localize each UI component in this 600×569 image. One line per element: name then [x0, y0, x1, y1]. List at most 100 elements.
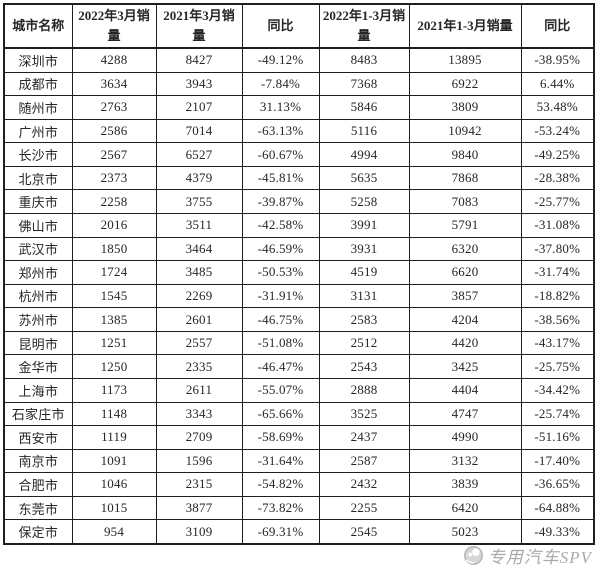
cell-2022-jan-mar-sales: 2543	[318, 354, 410, 379]
cell-city-name: 北京市	[3, 165, 73, 191]
cell-2022-mar-sales: 2016	[71, 213, 157, 238]
cell-2021-jan-mar-sales: 9840	[408, 142, 522, 167]
cell-2021-jan-mar-sales: 6922	[408, 71, 522, 97]
cell-2022-mar-sales: 1251	[71, 330, 157, 356]
column-header-yoy-jan-mar: 同比	[520, 3, 595, 49]
cell-yoy-jan-mar: -25.77%	[520, 189, 595, 215]
cell-2021-mar-sales: 1596	[155, 448, 243, 474]
cell-yoy-mar: -49.12%	[241, 47, 320, 73]
cell-city-name: 重庆市	[3, 189, 73, 215]
cell-yoy-jan-mar: -31.74%	[520, 260, 595, 285]
table-row: 西安市 1119 2709 -58.69% 2437 4990 -51.16%	[3, 425, 595, 450]
cell-2021-jan-mar-sales: 7868	[408, 165, 522, 191]
table-row: 上海市 1173 2611 -55.07% 2888 4404 -34.42%	[3, 377, 595, 403]
cell-yoy-mar: -46.75%	[241, 307, 320, 332]
cell-2022-jan-mar-sales: 3525	[318, 401, 410, 427]
cell-2022-jan-mar-sales: 2255	[318, 495, 410, 521]
cell-2021-jan-mar-sales: 4420	[408, 330, 522, 356]
cell-2021-jan-mar-sales: 3857	[408, 283, 522, 309]
cell-2022-mar-sales: 1148	[71, 401, 157, 427]
cell-2022-jan-mar-sales: 2583	[318, 307, 410, 332]
cell-yoy-mar: -31.91%	[241, 283, 320, 309]
cell-city-name: 西安市	[3, 425, 73, 450]
cell-yoy-jan-mar: 6.44%	[520, 71, 595, 97]
table-row: 长沙市 2567 6527 -60.67% 4994 9840 -49.25%	[3, 142, 595, 167]
column-header-2021-mar-sales: 2021年3月销量	[155, 3, 243, 49]
cell-yoy-mar: -65.66%	[241, 401, 320, 427]
cell-2022-mar-sales: 954	[71, 519, 157, 545]
cell-yoy-mar: -7.84%	[241, 71, 320, 97]
cell-city-name: 武汉市	[3, 236, 73, 262]
cell-2021-jan-mar-sales: 4990	[408, 425, 522, 450]
cell-city-name: 保定市	[3, 519, 73, 545]
cell-city-name: 石家庄市	[3, 401, 73, 427]
cell-yoy-jan-mar: -53.24%	[520, 118, 595, 144]
cell-2021-mar-sales: 2269	[155, 283, 243, 309]
cell-2021-mar-sales: 3109	[155, 519, 243, 545]
city-sales-table: 城市名称 2022年3月销量 2021年3月销量 同比 2022年1-3月销量 …	[3, 3, 595, 545]
cell-2022-mar-sales: 3634	[71, 71, 157, 97]
cell-yoy-jan-mar: -34.42%	[520, 377, 595, 403]
cell-yoy-mar: -50.53%	[241, 260, 320, 285]
cell-2021-mar-sales: 8427	[155, 47, 243, 73]
table-row: 东莞市 1015 3877 -73.82% 2255 6420 -64.88%	[3, 495, 595, 521]
cell-city-name: 东莞市	[3, 495, 73, 521]
cell-yoy-jan-mar: -31.08%	[520, 213, 595, 238]
cell-2022-mar-sales: 1119	[71, 425, 157, 450]
cell-yoy-jan-mar: -25.75%	[520, 354, 595, 379]
table-row: 石家庄市 1148 3343 -65.66% 3525 4747 -25.74%	[3, 401, 595, 427]
cell-2022-jan-mar-sales: 2432	[318, 472, 410, 497]
cell-2021-mar-sales: 3877	[155, 495, 243, 521]
cell-2022-jan-mar-sales: 3131	[318, 283, 410, 309]
cell-2022-mar-sales: 2258	[71, 189, 157, 215]
table-row: 杭州市 1545 2269 -31.91% 3131 3857 -18.82%	[3, 283, 595, 309]
cell-2022-jan-mar-sales: 2512	[318, 330, 410, 356]
cell-yoy-jan-mar: -28.38%	[520, 165, 595, 191]
cell-2022-jan-mar-sales: 4519	[318, 260, 410, 285]
cell-yoy-jan-mar: -37.80%	[520, 236, 595, 262]
column-header-2021-jan-mar-sales: 2021年1-3月销量	[408, 3, 522, 49]
cell-2021-jan-mar-sales: 3425	[408, 354, 522, 379]
cell-2021-jan-mar-sales: 6320	[408, 236, 522, 262]
cell-2022-mar-sales: 1850	[71, 236, 157, 262]
cell-2021-jan-mar-sales: 6420	[408, 495, 522, 521]
cell-yoy-jan-mar: -38.56%	[520, 307, 595, 332]
cell-city-name: 苏州市	[3, 307, 73, 332]
cell-yoy-jan-mar: -36.65%	[520, 472, 595, 497]
table-row: 深圳市 4288 8427 -49.12% 8483 13895 -38.95%	[3, 47, 595, 73]
table-row: 合肥市 1046 2315 -54.82% 2432 3839 -36.65%	[3, 472, 595, 497]
cell-2021-jan-mar-sales: 7083	[408, 189, 522, 215]
cell-2021-jan-mar-sales: 3132	[408, 448, 522, 474]
cell-yoy-mar: -39.87%	[241, 189, 320, 215]
cell-yoy-jan-mar: -17.40%	[520, 448, 595, 474]
cell-2021-mar-sales: 2611	[155, 377, 243, 403]
table-row: 广州市 2586 7014 -63.13% 5116 10942 -53.24%	[3, 118, 595, 144]
table-row: 重庆市 2258 3755 -39.87% 5258 7083 -25.77%	[3, 189, 595, 215]
cell-yoy-mar: -42.58%	[241, 213, 320, 238]
cell-2021-jan-mar-sales: 5023	[408, 519, 522, 545]
cell-2022-jan-mar-sales: 2437	[318, 425, 410, 450]
table-body: 深圳市 4288 8427 -49.12% 8483 13895 -38.95% 成都市 363…	[3, 47, 595, 545]
cell-2021-mar-sales: 2315	[155, 472, 243, 497]
cell-2022-jan-mar-sales: 5258	[318, 189, 410, 215]
cell-yoy-mar: -46.47%	[241, 354, 320, 379]
cell-yoy-jan-mar: -43.17%	[520, 330, 595, 356]
cell-2021-mar-sales: 2601	[155, 307, 243, 332]
cell-2022-mar-sales: 2763	[71, 95, 157, 120]
cell-city-name: 佛山市	[3, 213, 73, 238]
table-row: 南京市 1091 1596 -31.64% 2587 3132 -17.40%	[3, 448, 595, 474]
cell-2021-mar-sales: 3755	[155, 189, 243, 215]
cell-2022-jan-mar-sales: 2545	[318, 519, 410, 545]
cell-yoy-jan-mar: -64.88%	[520, 495, 595, 521]
watermark: 专用汽车SPV	[463, 542, 592, 568]
cell-2021-mar-sales: 4379	[155, 165, 243, 191]
cell-2022-jan-mar-sales: 2587	[318, 448, 410, 474]
table-row: 昆明市 1251 2557 -51.08% 2512 4420 -43.17%	[3, 330, 595, 356]
cell-city-name: 郑州市	[3, 260, 73, 285]
cell-2021-jan-mar-sales: 10942	[408, 118, 522, 144]
cell-2022-mar-sales: 1173	[71, 377, 157, 403]
cell-2021-mar-sales: 3464	[155, 236, 243, 262]
cell-yoy-mar: -54.82%	[241, 472, 320, 497]
cell-city-name: 合肥市	[3, 472, 73, 497]
cell-2022-mar-sales: 2567	[71, 142, 157, 167]
